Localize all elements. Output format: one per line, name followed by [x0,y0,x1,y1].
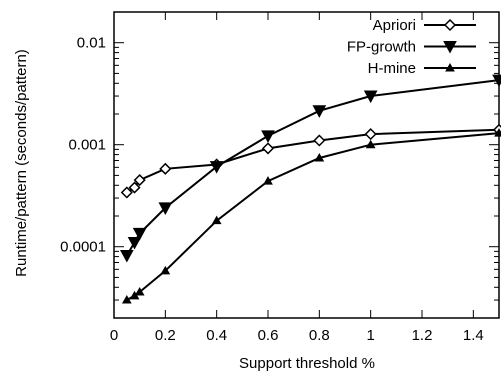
data-point [363,90,378,104]
data-point [261,142,275,155]
series-line [126,132,500,301]
series-h-mine [121,128,501,304]
data-point [158,202,173,215]
data-point [261,130,275,143]
x-axis-label: Support threshold % [239,355,375,372]
axes: 0 0.2 0.4 0.6 0.8 1 1.2 1.4 0.01 0.001 0.0001 [60,11,500,344]
y-tick-label: 0.01 [77,35,106,52]
data-point [263,176,273,185]
data-point [121,295,132,304]
data-point [133,174,146,187]
y-tick-label: 0.001 [68,137,106,154]
legend: Apriori FP-growth H-mine [347,17,476,77]
x-tick-label: 1.2 [412,327,433,344]
x-tick-label: 0 [110,327,118,344]
data-point [128,181,141,194]
x-tick-label: 1.4 [463,327,484,344]
data-point [312,105,327,118]
x-tick-label: 0.2 [155,327,176,344]
data-point [160,265,171,275]
x-tick-label: 1 [366,327,374,344]
legend-label: FP-growth [347,39,416,56]
data-point [134,286,145,296]
data-point [132,227,147,241]
data-point [365,139,376,149]
legend-marker [445,62,455,72]
legend-label: Apriori [373,17,416,34]
data-point [209,161,224,174]
legend-label: H-mine [368,60,416,77]
data-point [159,162,172,175]
data-point [313,134,326,147]
series-layer [119,74,501,304]
plot-frame [113,11,500,319]
data-point [119,249,134,263]
y-axis-label: Runtime/pattern (seconds/pattern) [13,49,30,277]
y-tick-label: 0.0001 [60,239,106,256]
data-point [127,236,142,250]
data-point [314,153,325,162]
x-tick-label: 0.8 [309,327,330,344]
series-fp-growth [119,74,501,263]
legend-marker [443,41,457,54]
data-point [120,186,133,199]
data-point [494,128,501,137]
data-point [211,215,222,225]
data-point [364,128,377,141]
x-tick-label: 0.6 [258,327,279,344]
x-tick-label: 0.4 [206,327,227,344]
data-point [492,74,501,88]
legend-marker [443,18,457,32]
